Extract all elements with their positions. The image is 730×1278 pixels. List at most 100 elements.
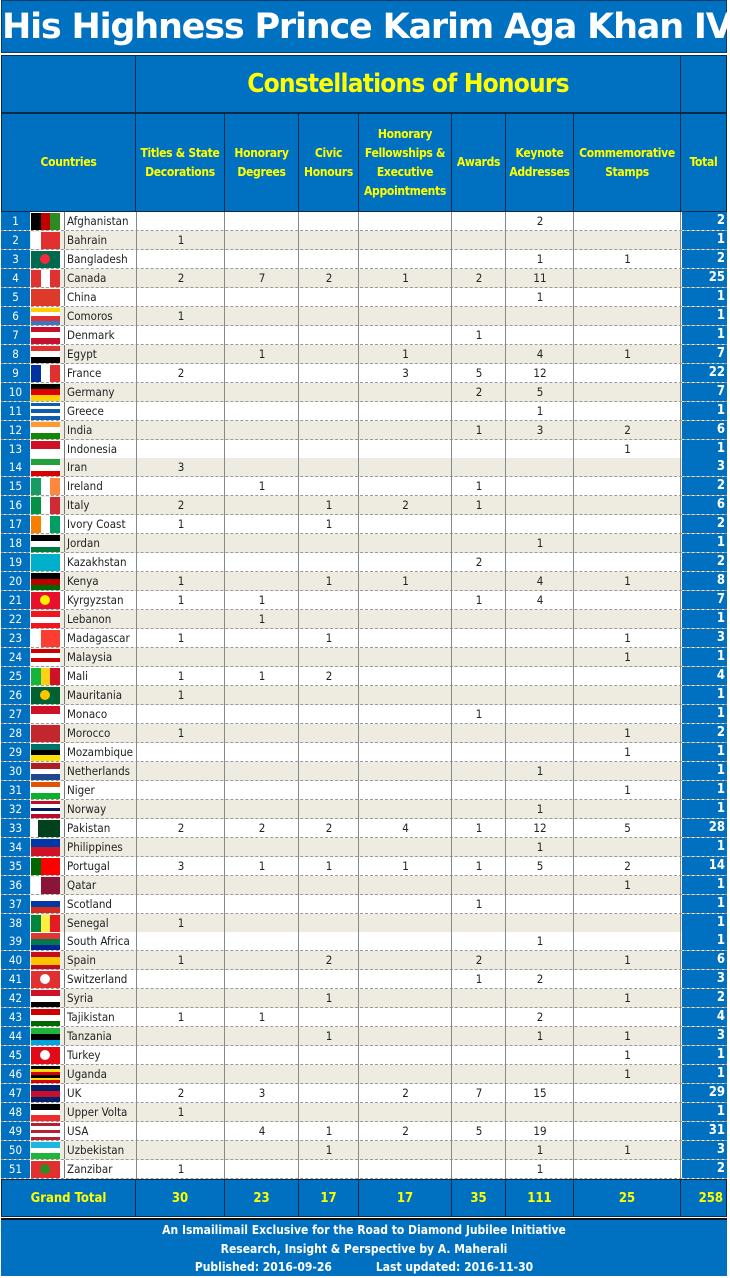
cell-titles	[137, 383, 225, 401]
cell-total: 1	[682, 686, 727, 704]
table-row: 34 Philippines 1 1	[1, 837, 727, 857]
flag-icon	[31, 554, 60, 572]
cell-total: 7	[682, 382, 727, 401]
table-row: 41 Switzerland 1 2 3	[1, 970, 727, 990]
cell-degrees	[225, 288, 299, 306]
cell-degrees	[225, 231, 299, 249]
table-row: 46 Uganda 1 1	[1, 1065, 727, 1085]
cell-stamps	[574, 1084, 681, 1102]
cell-civic	[299, 231, 359, 249]
cell-fellowships	[359, 1008, 452, 1026]
flag-icon	[31, 990, 60, 1008]
cell-awards	[452, 686, 506, 704]
cell-total: 1	[682, 799, 727, 818]
cell-awards	[452, 440, 506, 458]
cell-total: 4	[682, 1008, 727, 1027]
country-name: Mali	[64, 667, 137, 686]
cell-civic	[299, 1008, 359, 1026]
flag-icon	[31, 250, 60, 268]
cell-degrees	[225, 838, 299, 856]
cell-titles	[137, 705, 225, 723]
cell-total: 1	[682, 761, 727, 780]
country-name: Philippines	[64, 837, 137, 856]
cell-civic	[299, 383, 359, 401]
table-row: 37 Scotland 1 1	[1, 894, 727, 914]
cell-fellowships	[359, 288, 452, 306]
row-number: 46	[1, 1065, 30, 1084]
cell-titles	[137, 402, 225, 420]
cell-degrees	[225, 724, 299, 742]
country-name: Mozambique	[64, 742, 137, 761]
cell-civic: 2	[325, 669, 333, 684]
cell-total: 6	[682, 951, 727, 970]
row-number: 42	[1, 989, 30, 1008]
cell-civic	[299, 440, 359, 458]
flag-icon	[31, 724, 60, 742]
column-divider	[136, 212, 137, 1179]
cell-degrees	[225, 951, 299, 969]
flag-icon	[31, 213, 60, 230]
cell-stamps	[574, 326, 681, 344]
cell-stamps	[574, 231, 681, 249]
cell-stamps	[574, 383, 681, 401]
cell-degrees	[225, 800, 299, 818]
cell-stamps	[574, 496, 681, 514]
cell-civic	[299, 724, 359, 742]
table-row: 24 Malaysia 1 1	[1, 648, 727, 668]
cell-titles: 2	[177, 365, 185, 380]
cell-civic	[299, 250, 359, 268]
cell-awards	[452, 743, 506, 761]
cell-civic	[299, 914, 359, 932]
cell-degrees	[225, 250, 299, 268]
row-number: 6	[1, 306, 30, 325]
row-number: 35	[1, 856, 30, 875]
cell-stamps	[574, 838, 681, 856]
flag-icon	[31, 800, 60, 818]
cell-civic	[299, 838, 359, 856]
cell-total: 2	[682, 553, 727, 572]
cell-awards	[452, 762, 506, 780]
country-name: Monaco	[64, 704, 137, 723]
cell-titles: 2	[177, 270, 185, 285]
country-name: Portugal	[64, 856, 137, 875]
cell-fellowships: 1	[402, 574, 409, 589]
cell-civic	[299, 1103, 359, 1121]
cell-stamps: 1	[624, 346, 631, 361]
cell-fellowships	[359, 705, 452, 723]
row-number: 1	[1, 212, 30, 230]
cell-civic	[299, 1065, 359, 1083]
cell-total: 2	[682, 723, 727, 742]
col-header-titles: Titles & State Decorations	[135, 113, 225, 212]
flag-icon	[31, 326, 60, 344]
flag-icon	[31, 269, 60, 287]
cell-total: 1	[682, 875, 727, 894]
table-row: 10 Germany 2 5 7	[1, 382, 727, 402]
flag-icon	[31, 1028, 60, 1046]
cell-stamps: 1	[624, 782, 631, 797]
table-row: 23 Madagascar 1 1 1 3	[1, 629, 727, 649]
cell-titles	[137, 440, 225, 458]
cell-fellowships	[359, 307, 452, 325]
cell-keynote: 12	[533, 365, 547, 380]
row-number: 33	[1, 818, 30, 837]
cell-fellowships	[359, 876, 452, 894]
cell-awards	[452, 876, 506, 894]
cell-keynote	[506, 667, 574, 685]
cell-stamps	[574, 1008, 681, 1026]
cell-civic	[299, 288, 359, 306]
cell-degrees	[225, 648, 299, 666]
row-number: 51	[1, 1160, 30, 1178]
country-name: Uzbekistan	[64, 1141, 137, 1160]
table-row: 40 Spain 1 2 2 1 6	[1, 951, 727, 971]
cell-total: 1	[682, 894, 727, 913]
country-name: Syria	[64, 989, 137, 1008]
table-row: 7 Denmark 1 1	[1, 325, 727, 345]
cell-total: 1	[682, 1103, 727, 1122]
cell-titles: 1	[177, 232, 185, 247]
flag-icon	[31, 1085, 60, 1103]
cell-awards: 7	[475, 1086, 483, 1101]
col-header-civic: Civic Honours	[298, 113, 359, 212]
cell-degrees: 7	[258, 270, 266, 285]
cell-keynote	[506, 1103, 574, 1121]
flag-icon	[31, 402, 60, 420]
